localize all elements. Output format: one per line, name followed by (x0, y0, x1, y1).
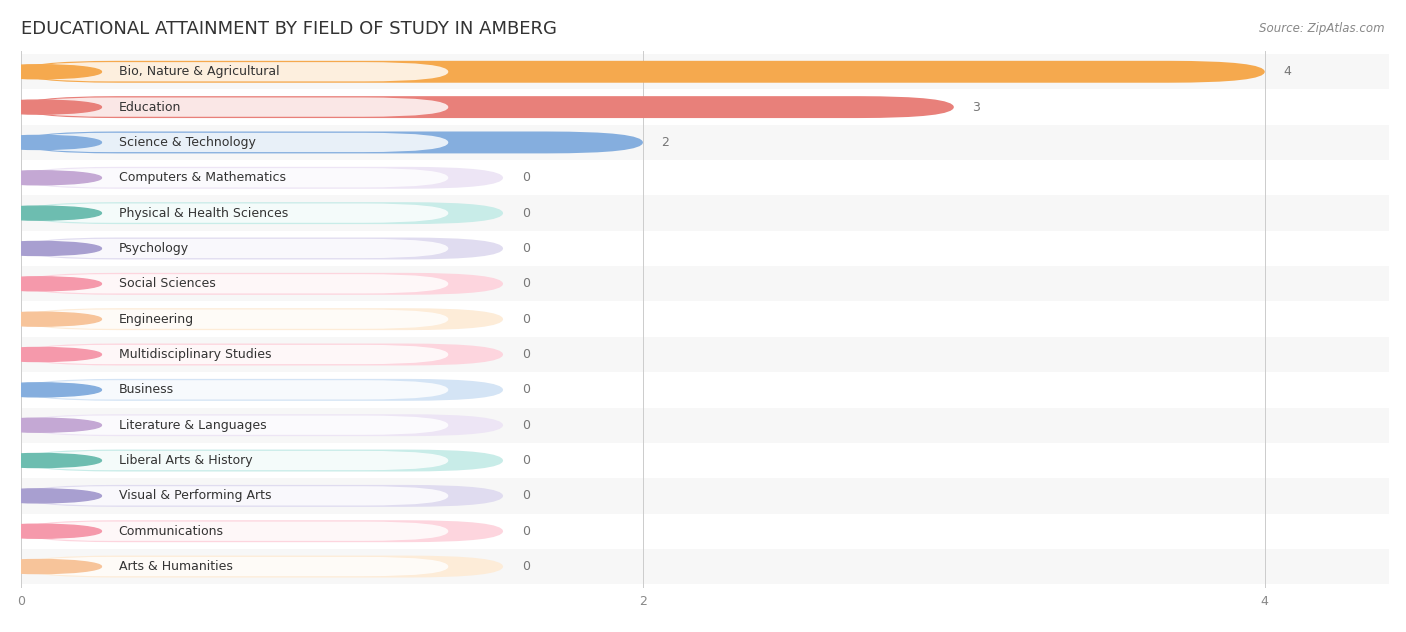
Circle shape (0, 206, 101, 220)
Text: 3: 3 (973, 100, 980, 114)
Bar (21, 231, 1389, 266)
Text: Communications: Communications (118, 525, 224, 538)
Text: Physical & Health Sciences: Physical & Health Sciences (118, 207, 288, 220)
Text: Computers & Mathematics: Computers & Mathematics (118, 171, 285, 185)
Text: 0: 0 (522, 454, 530, 467)
Bar (21, 301, 1389, 337)
FancyBboxPatch shape (24, 133, 449, 152)
Text: EDUCATIONAL ATTAINMENT BY FIELD OF STUDY IN AMBERG: EDUCATIONAL ATTAINMENT BY FIELD OF STUDY… (21, 20, 557, 38)
Text: Education: Education (118, 100, 181, 114)
Bar (21, 160, 1389, 195)
Bar (21, 372, 1389, 408)
Text: 0: 0 (522, 418, 530, 432)
Text: 0: 0 (522, 207, 530, 220)
FancyBboxPatch shape (24, 557, 449, 576)
Text: Social Sciences: Social Sciences (118, 277, 215, 290)
FancyBboxPatch shape (24, 521, 449, 541)
Bar (21, 514, 1389, 549)
Bar (21, 54, 1389, 90)
FancyBboxPatch shape (21, 238, 503, 259)
FancyBboxPatch shape (21, 273, 503, 295)
FancyBboxPatch shape (24, 168, 449, 188)
Circle shape (0, 454, 101, 468)
Text: Source: ZipAtlas.com: Source: ZipAtlas.com (1260, 22, 1385, 35)
Text: Bio, Nature & Agricultural: Bio, Nature & Agricultural (118, 65, 280, 78)
Bar (21, 195, 1389, 231)
FancyBboxPatch shape (24, 62, 449, 82)
Circle shape (0, 312, 101, 326)
Text: 2: 2 (662, 136, 669, 149)
FancyBboxPatch shape (21, 308, 503, 330)
FancyBboxPatch shape (24, 486, 449, 506)
FancyBboxPatch shape (24, 416, 449, 435)
Text: 0: 0 (522, 489, 530, 502)
Text: Science & Technology: Science & Technology (118, 136, 256, 149)
FancyBboxPatch shape (21, 131, 643, 154)
Text: 0: 0 (522, 171, 530, 185)
FancyBboxPatch shape (24, 310, 449, 329)
FancyBboxPatch shape (21, 520, 503, 542)
Circle shape (0, 383, 101, 397)
Text: 0: 0 (522, 313, 530, 325)
Circle shape (0, 135, 101, 149)
Bar (21, 337, 1389, 372)
Circle shape (0, 241, 101, 255)
FancyBboxPatch shape (24, 239, 449, 258)
FancyBboxPatch shape (24, 97, 449, 117)
FancyBboxPatch shape (24, 380, 449, 399)
Text: 0: 0 (522, 277, 530, 290)
Text: 0: 0 (522, 384, 530, 396)
FancyBboxPatch shape (21, 449, 503, 471)
Text: Visual & Performing Arts: Visual & Performing Arts (118, 489, 271, 502)
FancyBboxPatch shape (21, 202, 503, 224)
Circle shape (0, 489, 101, 503)
FancyBboxPatch shape (21, 344, 503, 365)
Bar (21, 443, 1389, 478)
Circle shape (0, 418, 101, 432)
FancyBboxPatch shape (24, 345, 449, 364)
FancyBboxPatch shape (21, 96, 953, 118)
FancyBboxPatch shape (21, 379, 503, 401)
Text: 4: 4 (1284, 65, 1291, 78)
Text: Engineering: Engineering (118, 313, 194, 325)
Circle shape (0, 100, 101, 114)
Circle shape (0, 524, 101, 538)
Bar (21, 478, 1389, 514)
Circle shape (0, 348, 101, 362)
Text: 0: 0 (522, 560, 530, 573)
FancyBboxPatch shape (21, 61, 1265, 83)
FancyBboxPatch shape (24, 274, 449, 293)
Circle shape (0, 277, 101, 291)
Bar (21, 549, 1389, 584)
Text: Psychology: Psychology (118, 242, 188, 255)
FancyBboxPatch shape (24, 451, 449, 470)
Circle shape (0, 64, 101, 79)
FancyBboxPatch shape (24, 204, 449, 222)
Text: Multidisciplinary Studies: Multidisciplinary Studies (118, 348, 271, 361)
Text: 0: 0 (522, 242, 530, 255)
Circle shape (0, 559, 101, 574)
Text: 0: 0 (522, 525, 530, 538)
Bar (21, 408, 1389, 443)
FancyBboxPatch shape (21, 485, 503, 507)
Bar (21, 125, 1389, 160)
Text: Arts & Humanities: Arts & Humanities (118, 560, 232, 573)
FancyBboxPatch shape (21, 556, 503, 578)
Text: Liberal Arts & History: Liberal Arts & History (118, 454, 252, 467)
FancyBboxPatch shape (21, 414, 503, 436)
Circle shape (0, 171, 101, 185)
Text: Literature & Languages: Literature & Languages (118, 418, 266, 432)
Text: Business: Business (118, 384, 174, 396)
Bar (21, 90, 1389, 125)
Bar (21, 266, 1389, 301)
FancyBboxPatch shape (21, 167, 503, 189)
Text: 0: 0 (522, 348, 530, 361)
